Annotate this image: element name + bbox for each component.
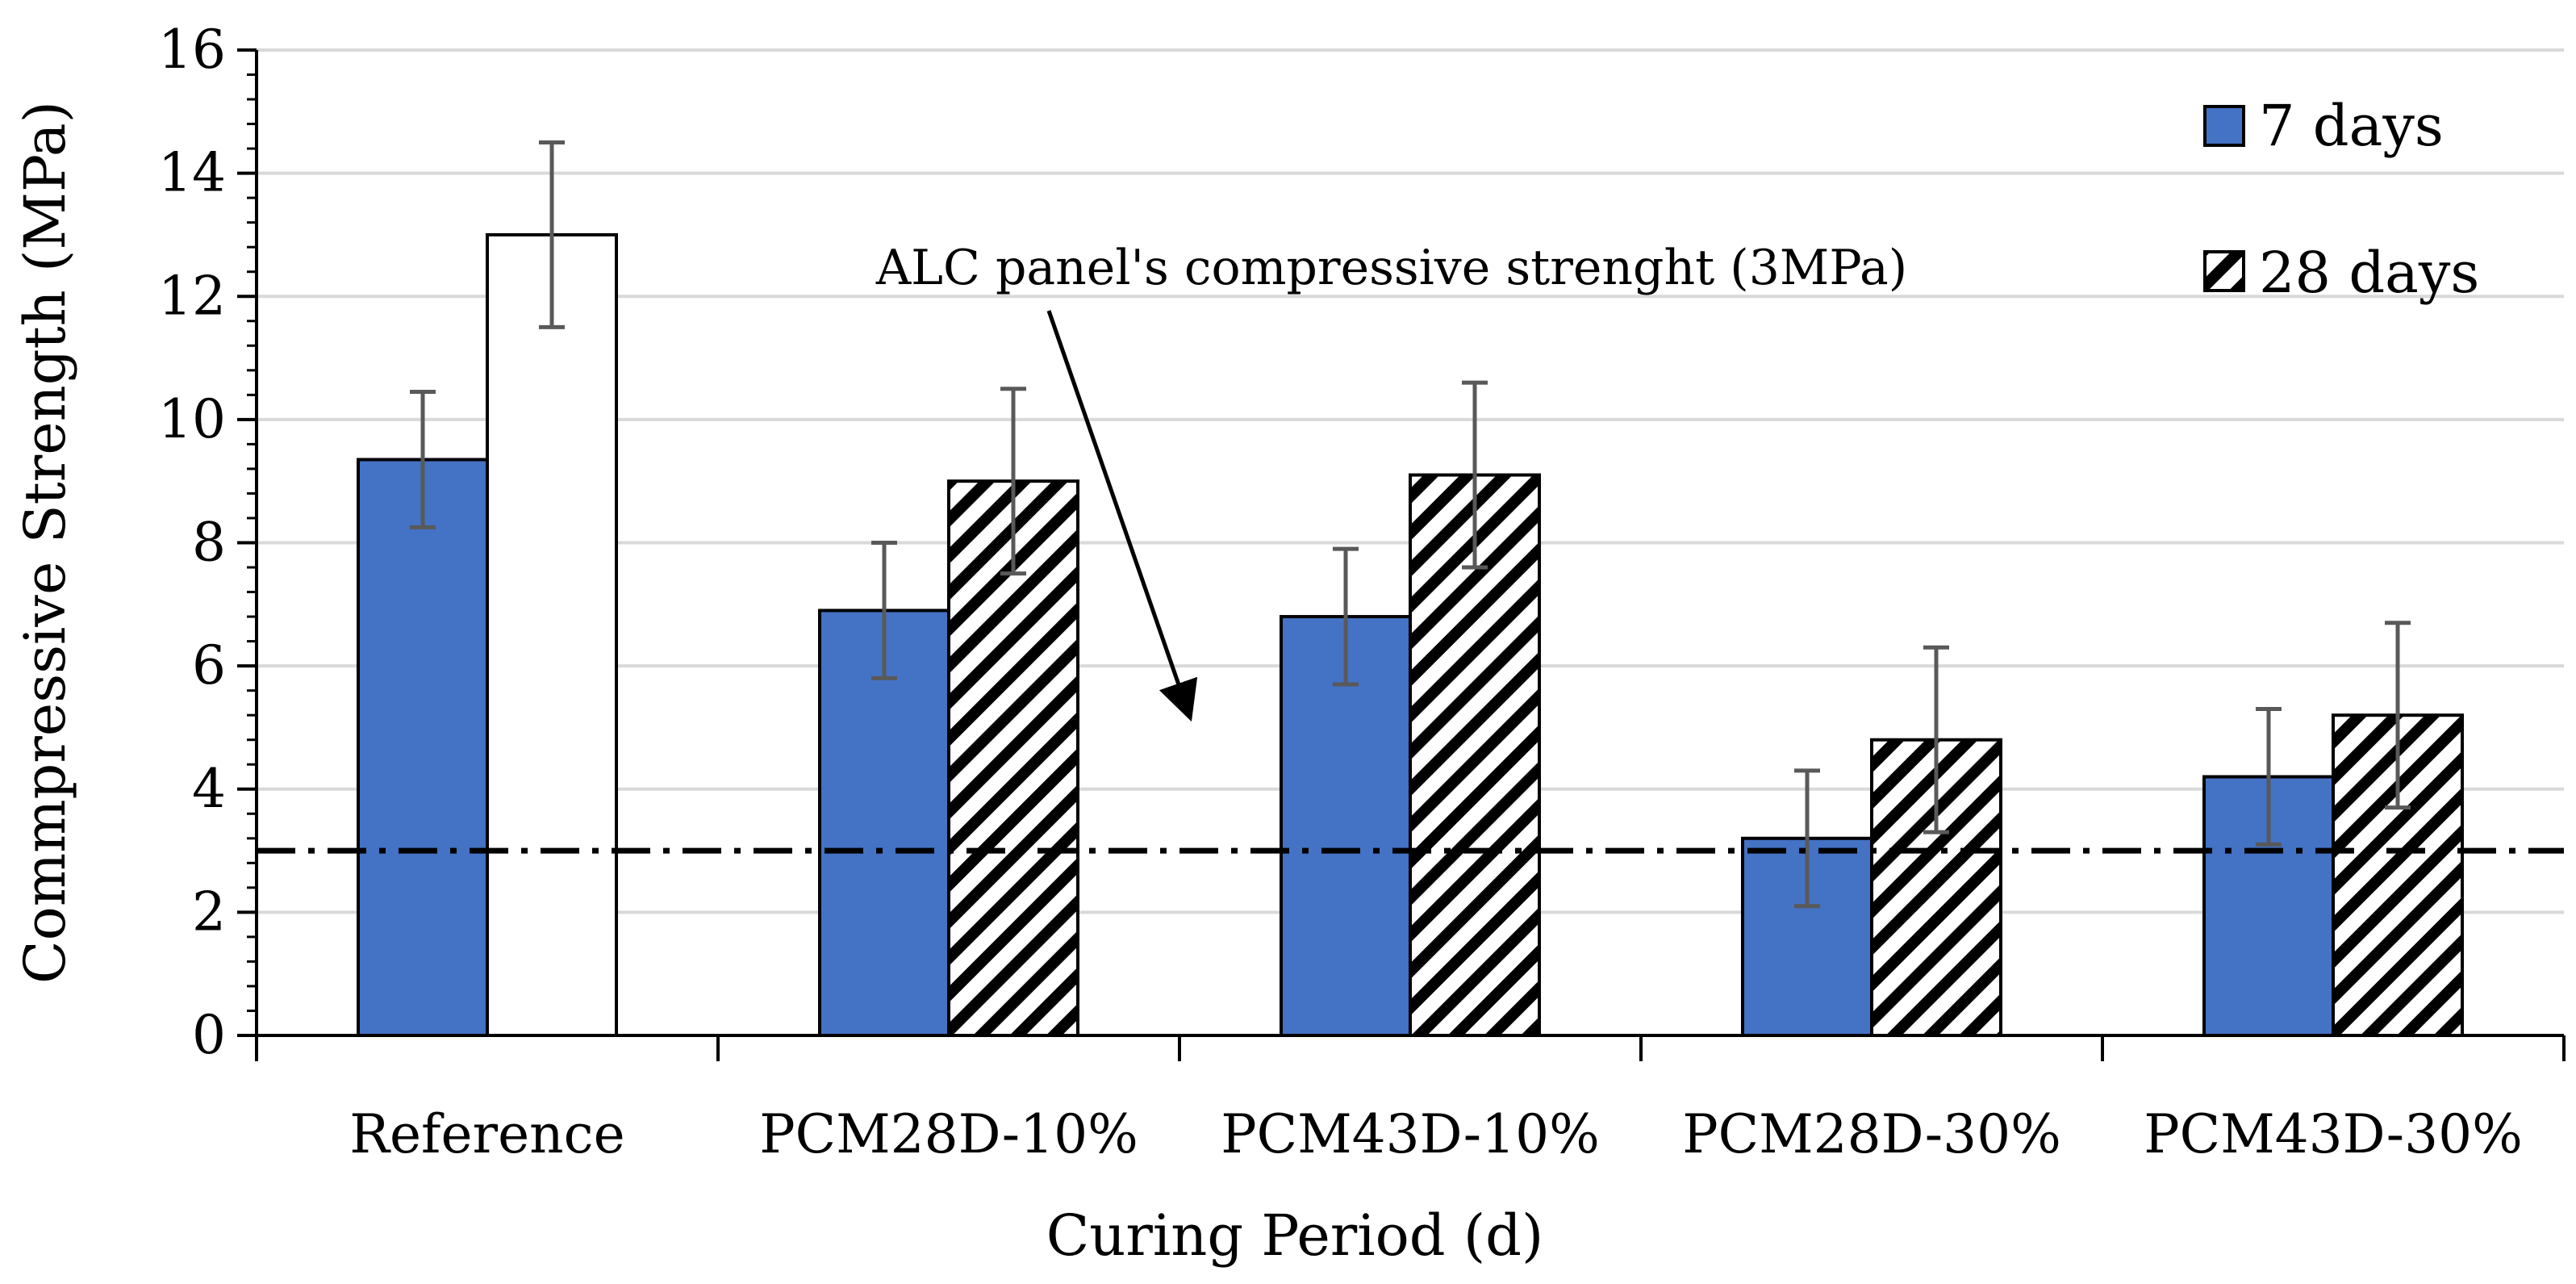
error-bar <box>871 541 897 680</box>
legend: 7 days 28 days <box>2203 93 2479 306</box>
x-axis-title: Curing Period (d) <box>1046 1202 1544 1269</box>
y-tick-label: 6 <box>192 634 226 696</box>
legend-label-7-days: 7 days <box>2259 93 2444 159</box>
bars <box>357 232 2464 1038</box>
y-tick-label: 0 <box>192 1004 226 1066</box>
bar-7-days <box>357 458 489 1037</box>
legend-label-28-days: 28 days <box>2259 240 2479 306</box>
error-bar <box>1923 645 1949 834</box>
y-tick-label: 12 <box>158 265 226 327</box>
x-tick-label: PCM43D-30% <box>2144 1103 2523 1165</box>
y-ticks: 0 2 4 6 8 10 12 14 16 <box>158 19 257 1066</box>
error-bar <box>2385 621 2411 810</box>
error-bar <box>2256 707 2282 847</box>
y-tick-label: 8 <box>192 512 226 574</box>
x-tick-label: PCM43D-10% <box>1221 1103 1600 1165</box>
annotation-arrow <box>1046 310 1198 722</box>
error-bar <box>1333 546 1359 687</box>
reference-annotation-label: ALC panel's compressive strenght (3MPa) <box>875 240 1907 296</box>
x-tick-label: PCM28D-10% <box>759 1103 1138 1165</box>
error-bar <box>1794 768 1820 909</box>
y-tick-label: 4 <box>192 758 226 820</box>
x-ticks: Reference PCM28D-10% PCM43D-10% PCM28D-30% P… <box>255 1035 2566 1165</box>
error-bar <box>1000 387 1026 576</box>
y-tick-label: 2 <box>192 880 226 943</box>
bar-28-days <box>1409 473 1541 1037</box>
y-tick-label: 16 <box>158 19 226 81</box>
legend-swatch-7-days <box>2203 105 2245 147</box>
error-bar <box>410 390 436 529</box>
y-tick-label: 14 <box>158 142 226 204</box>
error-bar <box>539 140 565 329</box>
bar-28-days <box>486 232 618 1037</box>
reference-annotation: ALC panel's compressive strenght (3MPa) <box>875 240 1907 722</box>
y-axis-title: Commpressive Strength (MPa) <box>12 101 78 984</box>
error-bar <box>1462 380 1488 570</box>
y-tick-label: 10 <box>158 388 226 450</box>
x-tick-label: Reference <box>349 1103 624 1165</box>
bar-7-days <box>818 609 950 1037</box>
legend-swatch-28-days <box>2203 250 2245 292</box>
error-bars <box>410 140 2411 909</box>
x-tick-label: PCM28D-30% <box>1682 1103 2061 1165</box>
